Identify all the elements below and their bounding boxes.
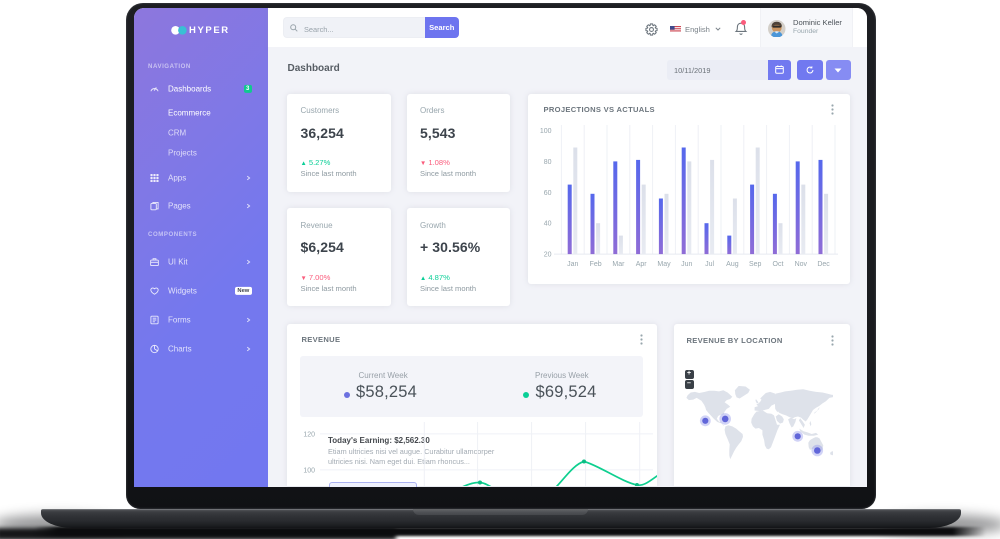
- svg-text:Oct: Oct: [772, 261, 783, 268]
- svg-text:Mar: Mar: [612, 261, 625, 268]
- svg-text:20: 20: [543, 251, 551, 258]
- svg-text:100: 100: [539, 128, 551, 135]
- svg-text:Apr: Apr: [635, 261, 647, 268]
- svg-text:80: 80: [543, 158, 551, 165]
- svg-text:Jul: Jul: [705, 261, 714, 268]
- svg-text:Jun: Jun: [681, 261, 692, 268]
- svg-text:100: 100: [303, 467, 315, 474]
- svg-text:Feb: Feb: [589, 261, 601, 268]
- svg-text:60: 60: [543, 189, 551, 196]
- svg-text:40: 40: [543, 220, 551, 227]
- svg-text:Aug: Aug: [726, 261, 739, 268]
- svg-text:Nov: Nov: [794, 261, 807, 268]
- svg-text:May: May: [657, 261, 671, 268]
- svg-text:Dec: Dec: [817, 261, 830, 268]
- svg-text:Sep: Sep: [748, 261, 761, 268]
- svg-text:120: 120: [303, 431, 315, 438]
- svg-text:Jan: Jan: [567, 261, 578, 268]
